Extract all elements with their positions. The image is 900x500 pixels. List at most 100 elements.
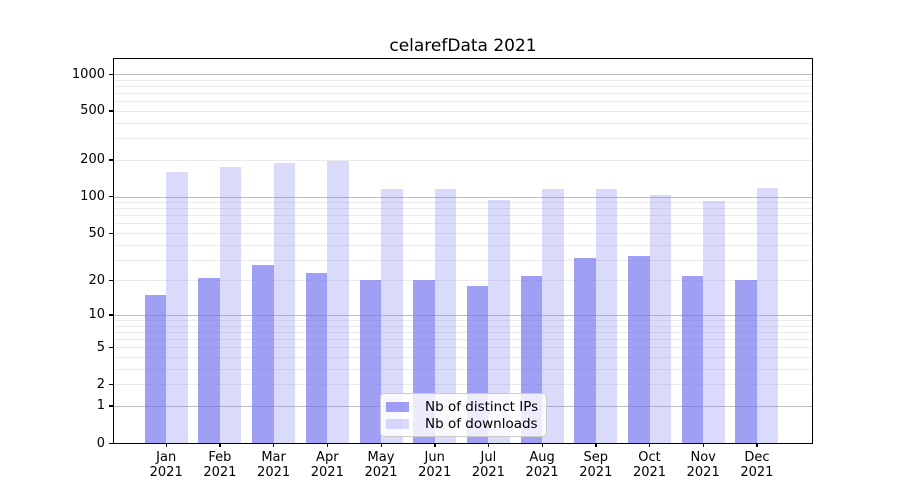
gridline-minor [114, 101, 812, 103]
x-tick-label: Sep 2021 [579, 450, 613, 480]
bar-downloads-oct [649, 195, 671, 443]
y-tick-label: 1000 [71, 66, 105, 82]
x-tick-label: Apr 2021 [310, 450, 344, 480]
gridline-minor [114, 368, 812, 370]
bar-distinct-ips-apr [305, 273, 328, 443]
y-tick-label: 50 [88, 225, 105, 241]
bar-downloads-mar [273, 163, 296, 443]
legend-swatch-distinct-ips [386, 402, 409, 412]
bar-distinct-ips-may [359, 280, 381, 443]
x-tick-label: Oct 2021 [632, 450, 667, 480]
bar-downloads-jul [488, 200, 510, 443]
gridline-minor [114, 331, 812, 333]
gridline-minor [114, 280, 812, 282]
bar-distinct-ips-feb [198, 277, 220, 443]
chart-title: celarefData 2021 [389, 36, 537, 56]
gridline-minor [114, 122, 812, 124]
x-tick-label: Jun 2021 [418, 450, 452, 480]
gridline-minor [114, 259, 812, 261]
gridline-minor [114, 159, 812, 161]
gridline-minor [114, 244, 812, 246]
x-tick-mark [756, 443, 758, 447]
gridline-minor [114, 138, 812, 140]
gridline-minor [114, 93, 812, 95]
y-tick-mark [109, 346, 113, 349]
gridline-minor [114, 79, 812, 81]
gridline-major [114, 196, 812, 198]
y-tick-label: 100 [80, 189, 105, 204]
y-tick-mark [109, 442, 113, 444]
bar-downloads-sep [595, 189, 618, 443]
y-tick-label: 2 [96, 376, 105, 392]
x-tick-mark [595, 443, 597, 447]
gridline-minor [114, 325, 812, 327]
bar-distinct-ips-nov [681, 275, 704, 443]
bar-distinct-ips-oct [628, 256, 650, 443]
y-tick-label: 0 [96, 435, 105, 451]
gridline-minor [114, 110, 812, 112]
y-tick-mark [109, 159, 113, 161]
legend: Nb of distinct IPs Nb of downloads [380, 393, 547, 437]
legend-swatch-downloads [386, 419, 409, 429]
y-tick-mark [109, 405, 113, 407]
x-tick-mark [702, 443, 705, 447]
legend-item-downloads: Nb of downloads [386, 416, 538, 432]
x-tick-label: Nov 2021 [686, 450, 720, 480]
x-tick-mark [380, 443, 382, 447]
bar-distinct-ips-mar [252, 265, 274, 443]
gridline-major [114, 74, 812, 76]
x-tick-mark [219, 443, 221, 447]
y-tick-label: 200 [80, 152, 105, 168]
gridline-minor [114, 233, 812, 234]
bar-downloads-jun [434, 189, 457, 443]
gridline-minor [114, 85, 812, 87]
y-tick-mark [109, 232, 113, 234]
gridline-minor [114, 202, 812, 204]
gridline-minor [114, 320, 812, 322]
y-tick-mark [109, 383, 113, 386]
plot-area: Nb of distinct IPs Nb of downloads [113, 58, 813, 444]
legend-item-distinct-ips: Nb of distinct IPs [386, 399, 538, 415]
x-tick-label: Feb 2021 [203, 450, 237, 480]
y-tick-mark [109, 279, 113, 282]
x-tick-mark [541, 443, 543, 447]
y-tick-mark [109, 73, 113, 75]
gridline-major [114, 314, 812, 316]
x-tick-mark [273, 443, 275, 447]
x-tick-label: May 2021 [364, 450, 398, 480]
y-tick-label: 5 [96, 339, 105, 355]
y-tick-label: 500 [80, 103, 105, 119]
y-tick-mark [109, 314, 113, 316]
bar-downloads-nov [703, 200, 725, 443]
y-tick-mark [109, 110, 113, 112]
x-tick-label: Jul 2021 [471, 450, 505, 480]
gridline-minor [114, 384, 812, 386]
x-tick-mark [649, 443, 651, 447]
x-tick-label: Jan 2021 [149, 450, 183, 480]
x-tick-label: Aug 2021 [525, 450, 559, 480]
legend-label-distinct-ips: Nb of distinct IPs [425, 399, 539, 415]
gridline-minor [114, 215, 812, 217]
y-tick-label: 20 [88, 272, 105, 288]
bar-downloads-feb [219, 167, 242, 443]
gridline-minor [114, 347, 812, 349]
y-tick-mark [109, 196, 113, 198]
y-tick-label: 10 [88, 307, 105, 323]
gridline-minor [114, 223, 812, 225]
gridline-minor [114, 357, 812, 359]
y-tick-label: 1 [96, 398, 105, 414]
x-tick-label: Dec 2021 [740, 450, 774, 480]
bar-downloads-jan [166, 172, 188, 443]
x-tick-label: Mar 2021 [257, 450, 291, 480]
bar-distinct-ips-dec [735, 280, 757, 443]
bar-downloads-dec [756, 188, 779, 443]
gridline-minor [114, 208, 812, 210]
x-tick-mark [165, 443, 168, 447]
x-tick-mark [326, 443, 329, 447]
bar-distinct-ips-jan [144, 294, 167, 443]
bar-downloads-may [381, 189, 403, 443]
bar-distinct-ips-sep [574, 257, 596, 443]
bar-downloads-aug [542, 189, 564, 443]
gridline-minor [114, 339, 812, 341]
